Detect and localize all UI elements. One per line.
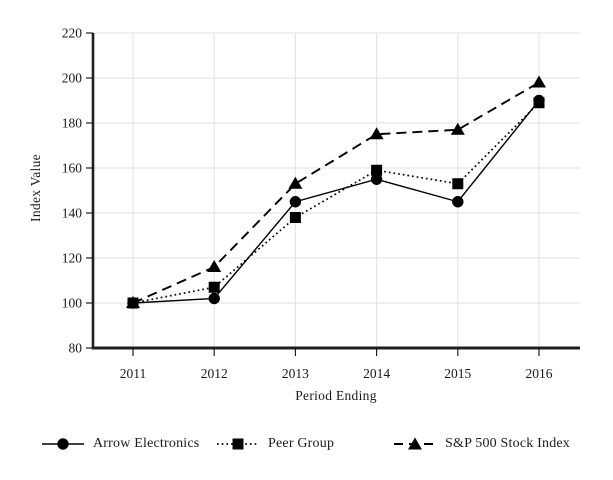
x-tick-label: 2014: [363, 366, 390, 381]
square-data-marker: [208, 281, 220, 293]
triangle-data-marker: [288, 176, 303, 189]
x-tick-label: 2011: [120, 366, 147, 381]
dotted-line-square-marker-icon: [217, 438, 259, 450]
triangle-data-marker: [207, 260, 222, 272]
legend-label: Arrow Electronics: [93, 436, 200, 451]
y-tick-label: 220: [62, 26, 83, 41]
square-data-marker: [533, 97, 545, 109]
solid-line-circle-marker-icon: [42, 438, 84, 450]
series-line: [132, 100, 540, 304]
triangle-data-marker: [369, 127, 384, 140]
series-line: [132, 102, 540, 304]
x-axis-title: Period Ending: [295, 388, 377, 403]
y-tick-label: 80: [69, 341, 83, 356]
x-tick-label: 2015: [444, 366, 471, 381]
y-tick-label: 140: [62, 206, 83, 221]
square-data-marker: [371, 164, 383, 176]
square-data-marker: [289, 212, 301, 223]
triangle-data-marker: [126, 296, 140, 308]
triangle-data-marker: [450, 122, 465, 135]
circle-data-marker: [289, 196, 302, 208]
circle-data-marker: [452, 196, 464, 208]
y-axis-title: Index Value: [28, 154, 43, 222]
circle-data-marker: [208, 292, 220, 305]
triangle-data-marker: [532, 75, 546, 88]
circle-data-marker: [370, 173, 383, 185]
legend-label: Peer Group: [268, 436, 335, 451]
y-tick-label: 180: [62, 116, 83, 131]
legend-item-sp500: S&P 500 Stock Index: [394, 433, 570, 455]
square-data-marker: [452, 178, 464, 190]
x-tick-label: 2016: [526, 366, 553, 381]
series-line: [132, 81, 540, 304]
y-tick-label: 160: [62, 161, 83, 176]
y-tick-label: 100: [62, 296, 83, 311]
x-tick-label: 2013: [282, 366, 309, 381]
legend-item-arrow-electronics: Arrow Electronics: [42, 433, 199, 455]
y-tick-label: 200: [62, 71, 83, 86]
y-tick-label: 120: [62, 251, 83, 266]
legend-label: S&P 500 Stock Index: [445, 436, 571, 451]
dashed-line-triangle-marker-icon: [394, 437, 436, 450]
x-tick-label: 2012: [201, 366, 228, 381]
legend-item-peer-group: Peer Group: [217, 433, 334, 455]
